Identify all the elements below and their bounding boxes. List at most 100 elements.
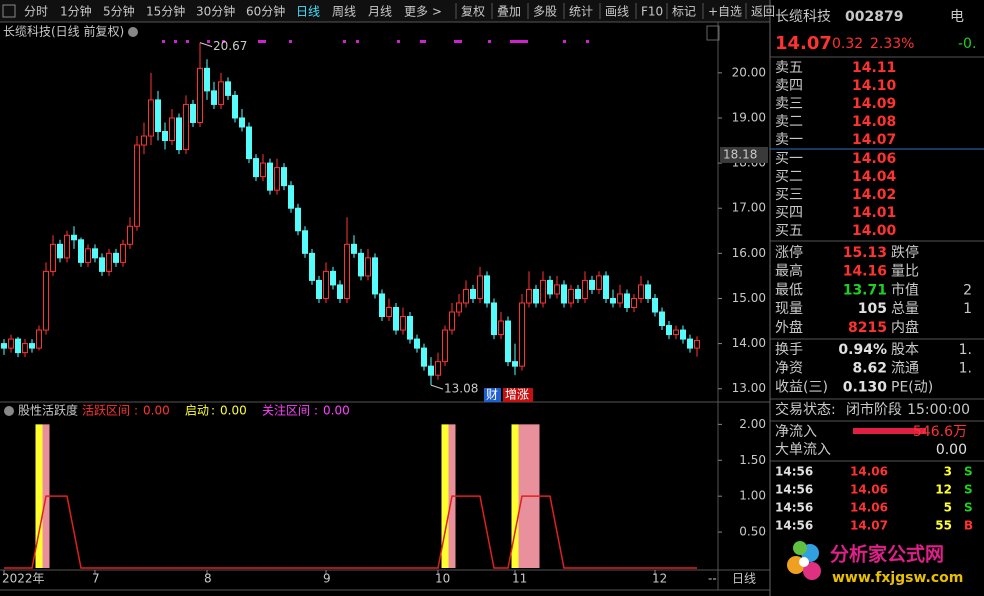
tool-button[interactable]: F10 [641,5,663,19]
annotation: 增涨 [505,387,529,402]
stat-label: 量比 [891,264,919,280]
book-price: 14.07 [852,132,896,148]
period-label[interactable]: 日线 [732,572,756,586]
flow-label: 大单流入 [775,442,831,458]
period-tab[interactable]: 月线 [368,5,392,19]
signal-bar [441,424,449,568]
toolbar-icon [2,4,16,18]
period-tab[interactable]: 60分钟 [246,4,285,19]
candle-body [463,288,469,304]
period-tab[interactable]: 15分钟 [146,4,185,19]
status-time: 15:00:00 [907,402,970,418]
signal-dots [162,40,589,43]
toolbar-bg [0,0,770,22]
candle-body [78,239,84,263]
stat-value: 105 [858,301,887,317]
x-tick-label: 9 [323,572,331,586]
tool-button[interactable]: 返回 [751,5,775,19]
status-value: 闭市阶段 [846,401,902,418]
indicator-line [4,495,697,569]
candle-body [302,230,308,254]
flow-value: 0.00 [936,442,967,458]
candle-body [232,94,238,119]
sector-change: -0. [958,36,976,52]
signal-bar [35,424,43,568]
tool-button[interactable]: 标记 [672,5,696,19]
legend-sep: : [134,404,138,418]
candle-body [309,252,315,281]
candle-body [162,131,168,142]
candle-body [379,293,385,318]
book-label: 卖五 [775,60,803,76]
logo [787,541,821,580]
tool-button[interactable]: 多股 [533,5,557,19]
tool-button[interactable]: 统计 [569,5,593,19]
book-label: 卖二 [775,114,803,130]
tool-button[interactable]: 复权 [461,5,485,19]
candle-body [512,361,518,367]
period-tab[interactable]: 日线 [296,5,320,19]
candle-body [267,162,273,191]
candle-body [435,361,441,376]
candle-body [456,302,462,313]
scroll-button[interactable] [706,25,720,41]
candle-body [316,279,322,299]
candle-body [477,275,483,299]
candle-body [638,284,644,299]
price: 14.07 [775,33,832,54]
y-tick-label: 20.00 [732,65,766,79]
period-tab[interactable]: 更多 > [404,5,442,19]
x-tick-label: 10 [435,572,450,586]
stat-label: 最高 [775,263,803,280]
candle-body [505,320,511,363]
period-tab[interactable]: 30分钟 [196,4,235,19]
stat-label: 涨停 [775,244,803,261]
indicator-icon[interactable] [4,406,14,416]
stat-value: 8215 [848,320,887,336]
candle-body [666,325,672,336]
candle-body [1,343,7,349]
stat-value: 0.94% [838,342,887,358]
annotation: 财 [486,388,498,402]
candle-body [274,167,280,191]
book-price: 14.08 [852,114,896,130]
candle-body [50,243,56,272]
x-tick-label: 8 [204,572,212,586]
stat-label: 净资 [775,361,803,377]
candle-body [358,252,364,277]
trade-side: S [964,465,973,479]
candle-body [582,279,588,299]
candle-body [134,144,140,227]
candle-body [8,338,14,349]
candle-body [141,135,147,146]
logo-name: 分析家公式网 [830,543,944,566]
title-icon[interactable] [128,27,138,37]
trade-price: 14.06 [850,483,888,497]
tool-button[interactable]: +自选 [708,5,742,19]
trade-price: 14.07 [850,519,888,533]
candle-body [351,243,357,254]
high-label: 20.67 [213,39,247,53]
period-tab[interactable]: 5分钟 [103,4,135,19]
candle-body [127,225,133,245]
candle-body [64,234,70,259]
period-tab[interactable]: 周线 [332,5,356,19]
candle-body [575,288,581,299]
candle-body [596,275,602,290]
trade-time: 14:56 [775,465,813,479]
stat-value: 2 [963,282,972,298]
candle-body [57,243,63,259]
price-marker-bg [720,146,768,163]
legend-sep: : [314,404,318,418]
trade-price: 14.06 [850,465,888,479]
tool-button[interactable]: 画线 [605,5,629,19]
candle-body [687,338,693,349]
candle-body [498,320,504,336]
period-tab[interactable]: 1分钟 [60,4,92,19]
stock-name: 长缆科技 [775,9,831,25]
period-tab[interactable]: 分时 [24,5,48,19]
candle-body [554,284,560,295]
candle-body [169,117,175,142]
tool-button[interactable]: 叠加 [497,5,521,19]
